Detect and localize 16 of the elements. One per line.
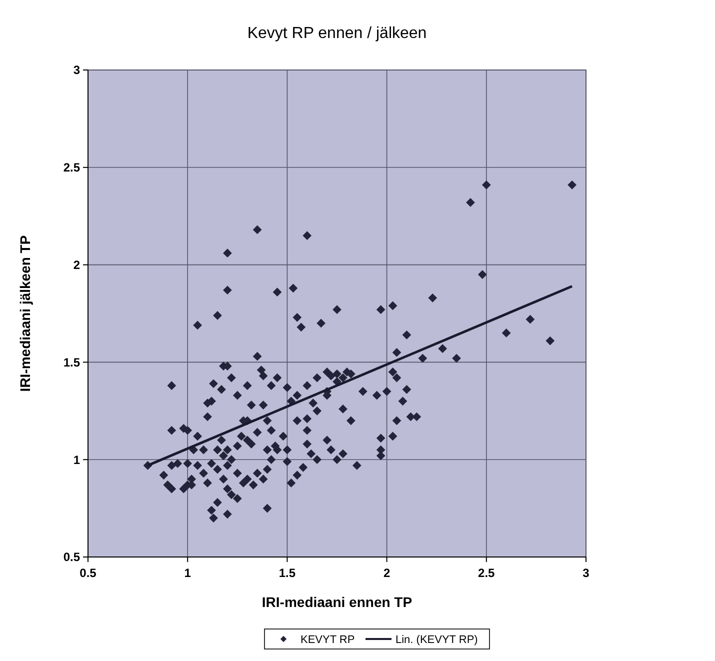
y-tick-label: 0.5 <box>63 550 80 564</box>
y-tick-label: 2.5 <box>63 160 80 175</box>
x-tick-label: 1 <box>184 566 192 580</box>
x-tick-label: 2 <box>383 566 390 580</box>
legend-label: KEVYT RP <box>300 634 355 646</box>
x-axis-title: IRI-mediaani ennen TP <box>262 594 412 610</box>
x-tick-label: 3 <box>582 566 590 580</box>
chart-title: Kevyt RP ennen / jälkeen <box>247 25 427 42</box>
y-tick-label: 2 <box>73 258 80 272</box>
x-tick-label: 2.5 <box>478 566 496 580</box>
y-axis-title: IRI-mediaani jälkeen TP <box>17 235 33 392</box>
y-tick-label: 3 <box>73 63 80 78</box>
y-tick-label: 1.5 <box>63 355 80 370</box>
y-tick-label: 1 <box>73 452 80 467</box>
x-tick-label: 1.5 <box>278 566 296 580</box>
legend-label: Lin. (KEVYT RP) <box>396 634 478 646</box>
